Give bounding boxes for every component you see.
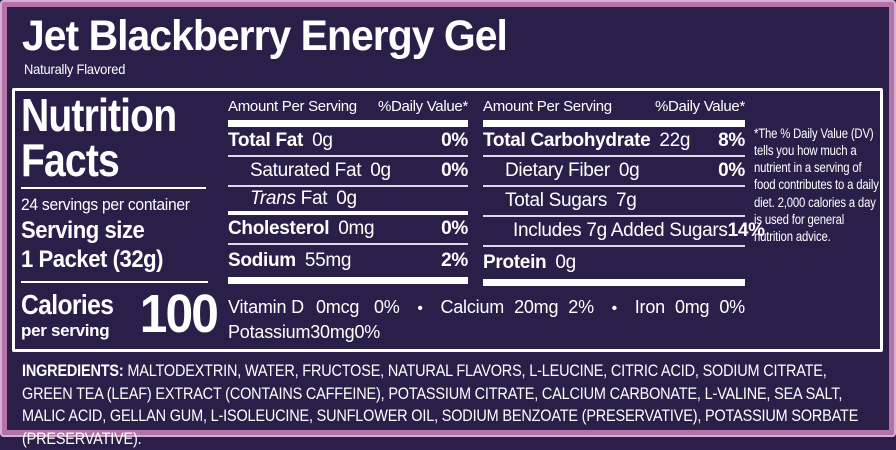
product-subtitle: Naturally Flavored [24,61,126,77]
nutrition-facts-title-line2: Facts [21,134,120,187]
daily-value-label: %Daily Value* [654,98,745,115]
nutrition-facts-title: Nutrition Facts [21,89,177,187]
table-row-sodium: Sodium 55mg 2% [228,245,468,277]
serving-size-value: 1 Packet (32g) [21,246,164,273]
amount-per-serving-label: Amount Per Serving [483,98,612,115]
ingredients-text: MALTODEXTRIN, WATER, FRUCTOSE, NATURAL F… [22,361,859,448]
row-name: Total Carbohydrate 22g [483,130,691,151]
row-name: Saturated Fat 0g [250,160,391,181]
micronutrients-line1: Vitamin D 0mcg 0% • Calcium 20mg 2% • Iron 0m… [228,297,745,318]
daily-value-label: %Daily Value* [377,98,468,115]
nutrition-label: Jet Blackberry Energy Gel Naturally Flav… [12,12,883,448]
row-name: Trans Fat 0g [250,188,357,209]
calories-subtitle: per serving [21,321,110,340]
calories-label: Calories [21,289,114,320]
amount-per-serving-label: Amount Per Serving [228,98,357,115]
servings-per-container: 24 servings per container [21,195,190,214]
bullet-separator: • [611,300,618,317]
daily-value-footnote: *The % Daily Value (DV) tells you how mu… [754,126,879,244]
row-name: Protein 0g [483,252,576,273]
table-row-trans-fat: Trans Fat 0g [228,187,468,215]
table-row-cholesterol: Cholesterol 0mg 0% [228,215,468,245]
carb-table-header: Amount Per Serving %Daily Value* [483,98,745,116]
row-dv: 0% [441,130,468,151]
row-name: Dietary Fiber 0g [505,160,640,181]
table-row-total-fat: Total Fat 0g 0% [228,127,468,157]
ingredients-label: INGREDIENTS: [22,361,124,380]
thick-bar [228,120,468,127]
nutrition-facts-title-line1: Nutrition [21,89,177,141]
serving-size-label: Serving size [21,217,145,244]
row-dv: 0% [441,160,468,181]
row-dv: 8% [718,130,745,151]
nutrition-panel [12,88,883,352]
thick-bar [483,279,745,286]
fat-table-header: Amount Per Serving %Daily Value* [228,98,468,116]
row-dv: 2% [441,250,468,271]
calories-labels: Calories per serving [21,291,126,341]
row-name: Includes 7g Added Sugars [513,220,728,241]
table-row-dietary-fiber: Dietary Fiber 0g 0% [483,157,745,187]
thick-bar [483,120,745,127]
row-name: Cholesterol 0mg [228,218,375,239]
divider [21,187,206,189]
carb-table: Amount Per Serving %Daily Value* Total C… [483,98,765,286]
bullet-separator: • [417,300,423,317]
divider [21,281,208,283]
micronutrient-vitamin-d: Vitamin D 0mcg 0% [228,297,400,317]
table-row-added-sugars: Includes 7g Added Sugars 14% [483,217,765,247]
product-title: Jet Blackberry Energy Gel [22,12,508,60]
table-row-total-sugars: Total Sugars 7g [483,187,745,217]
calories-value: 100 [139,284,219,344]
row-name: Total Fat 0g [228,130,333,151]
micronutrient-iron: Iron 0mg 0% [634,297,745,317]
row-dv: 14% [727,220,765,241]
thick-bar [228,277,468,284]
table-row-saturated-fat: Saturated Fat 0g 0% [228,157,468,187]
calories-block: Calories per serving 100 [21,287,219,341]
table-row-protein: Protein 0g [483,247,745,279]
row-name: Total Sugars 7g [505,190,637,211]
table-row-total-carbohydrate: Total Carbohydrate 22g 8% [483,127,745,157]
row-dv: 0% [718,160,745,181]
row-name: Sodium 55mg [228,250,352,271]
fat-table: Amount Per Serving %Daily Value* Total F… [228,98,468,284]
micronutrient-calcium: Calcium 20mg 2% [440,297,594,317]
row-dv: 0% [441,218,468,239]
micronutrient-potassium: Potassium 30mg 0% [228,322,381,342]
micronutrients-block: Vitamin D 0mcg 0% • Calcium 20mg 2% • Iron 0m… [228,297,745,343]
